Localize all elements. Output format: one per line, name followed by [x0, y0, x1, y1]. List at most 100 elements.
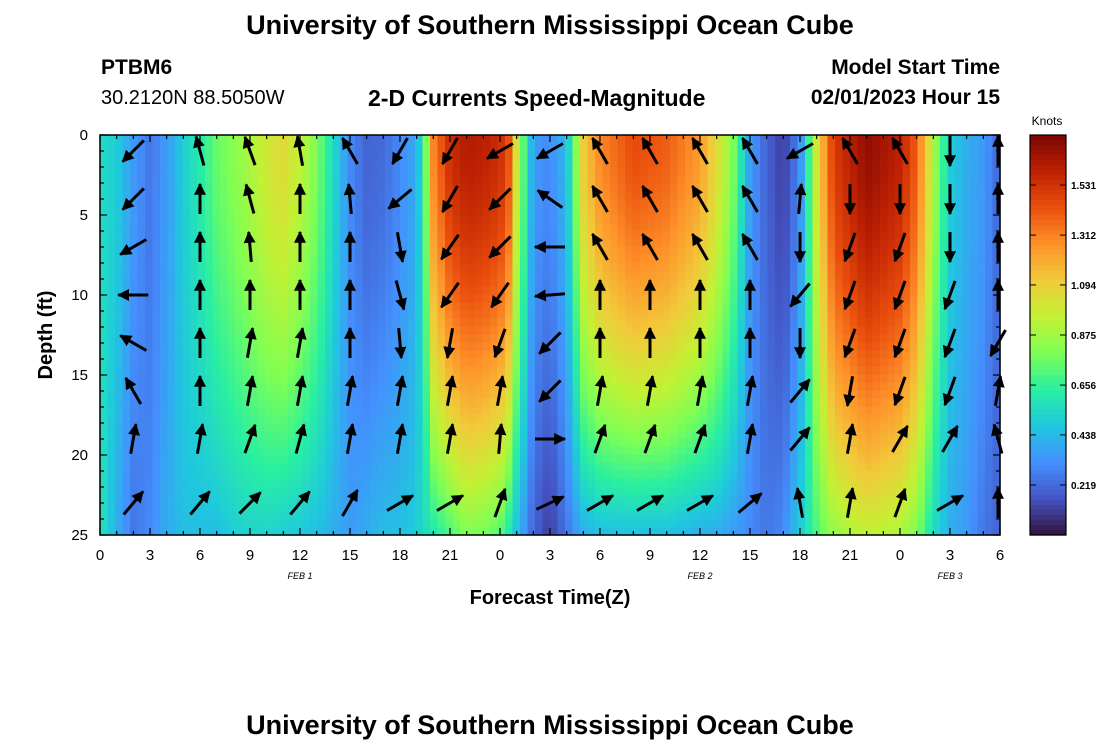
heatmap-cell [212, 183, 221, 192]
heatmap-cell [805, 311, 814, 320]
heatmap-cell [670, 527, 679, 536]
heatmap-cell [715, 343, 724, 352]
heatmap-cell [647, 231, 656, 240]
heatmap-cell [820, 255, 829, 264]
heatmap-cell [115, 447, 124, 456]
heatmap-cell [722, 519, 731, 528]
heatmap-cell [385, 183, 394, 192]
heatmap-cell [167, 327, 176, 336]
heatmap-cell [280, 367, 289, 376]
heatmap-cell [265, 175, 274, 184]
heatmap-cell [482, 455, 491, 464]
heatmap-cell [130, 327, 139, 336]
heatmap-cell [167, 271, 176, 280]
heatmap-cell [827, 527, 836, 536]
heatmap-cell [347, 463, 356, 472]
heatmap-cell [827, 287, 836, 296]
heatmap-cell [295, 511, 304, 520]
heatmap-cell [752, 327, 761, 336]
heatmap-cell [130, 511, 139, 520]
heatmap-cell [700, 351, 709, 360]
heatmap-cell [565, 175, 574, 184]
heatmap-cell [820, 375, 829, 384]
heatmap-cell [677, 471, 686, 480]
heatmap-cell [235, 519, 244, 528]
heatmap-cell [422, 399, 431, 408]
heatmap-cell [655, 231, 664, 240]
heatmap-cell [820, 407, 829, 416]
heatmap-cell [677, 511, 686, 520]
heatmap-cell [325, 231, 334, 240]
heatmap-cell [557, 255, 566, 264]
heatmap-cell [745, 359, 754, 368]
heatmap-cell [250, 167, 259, 176]
heatmap-cell [700, 391, 709, 400]
heatmap-cell [317, 247, 326, 256]
heatmap-cell [377, 343, 386, 352]
heatmap-cell [700, 359, 709, 368]
heatmap-cell [722, 215, 731, 224]
heatmap-cell [752, 487, 761, 496]
heatmap-cell [587, 287, 596, 296]
heatmap-cell [407, 255, 416, 264]
heatmap-cell [475, 183, 484, 192]
heatmap-cell [610, 375, 619, 384]
heatmap-cell [730, 223, 739, 232]
heatmap-cell [242, 367, 251, 376]
heatmap-cell [625, 175, 634, 184]
heatmap-cell [527, 263, 536, 272]
heatmap-cell [160, 151, 169, 160]
heatmap-cell [460, 135, 469, 144]
heatmap-cell [392, 391, 401, 400]
heatmap-cell [377, 295, 386, 304]
heatmap-cell [625, 335, 634, 344]
heatmap-cell [167, 303, 176, 312]
heatmap-cell [692, 159, 701, 168]
heatmap-cell [467, 407, 476, 416]
heatmap-cell [392, 439, 401, 448]
heatmap-cell [482, 167, 491, 176]
heatmap-cell [752, 319, 761, 328]
heatmap-cell [385, 383, 394, 392]
heatmap-cell [745, 199, 754, 208]
heatmap-cell [820, 415, 829, 424]
heatmap-cell [197, 415, 206, 424]
heatmap-cell [715, 407, 724, 416]
heatmap-cell [722, 135, 731, 144]
heatmap-cell [272, 135, 281, 144]
heatmap-cell [520, 319, 529, 328]
heatmap-cell [662, 431, 671, 440]
heatmap-cell [325, 463, 334, 472]
heatmap-cell [737, 527, 746, 536]
heatmap-cell [595, 263, 604, 272]
heatmap-cell [407, 151, 416, 160]
heatmap-cell [460, 255, 469, 264]
heatmap-cell [227, 279, 236, 288]
heatmap-cell [842, 319, 851, 328]
heatmap-cell [610, 399, 619, 408]
heatmap-cell [437, 231, 446, 240]
heatmap-cell [250, 527, 259, 536]
heatmap-cell [137, 527, 146, 536]
heatmap-cell [820, 519, 829, 528]
heatmap-cell [527, 239, 536, 248]
heatmap-cell [700, 287, 709, 296]
heatmap-cell [775, 159, 784, 168]
heatmap-cell [280, 247, 289, 256]
heatmap-cell [610, 423, 619, 432]
heatmap-cell [752, 463, 761, 472]
heatmap-cell [812, 439, 821, 448]
heatmap-cell [242, 359, 251, 368]
heatmap-cell [377, 439, 386, 448]
heatmap-cell [452, 343, 461, 352]
heatmap-cell [415, 367, 424, 376]
heatmap-cell [355, 287, 364, 296]
heatmap-cell [347, 239, 356, 248]
heatmap-cell [137, 519, 146, 528]
heatmap-cell [737, 367, 746, 376]
heatmap-cell [100, 495, 109, 504]
heatmap-cell [242, 151, 251, 160]
heatmap-cell [767, 503, 776, 512]
heatmap-cell [655, 487, 664, 496]
heatmap-cell [332, 359, 341, 368]
